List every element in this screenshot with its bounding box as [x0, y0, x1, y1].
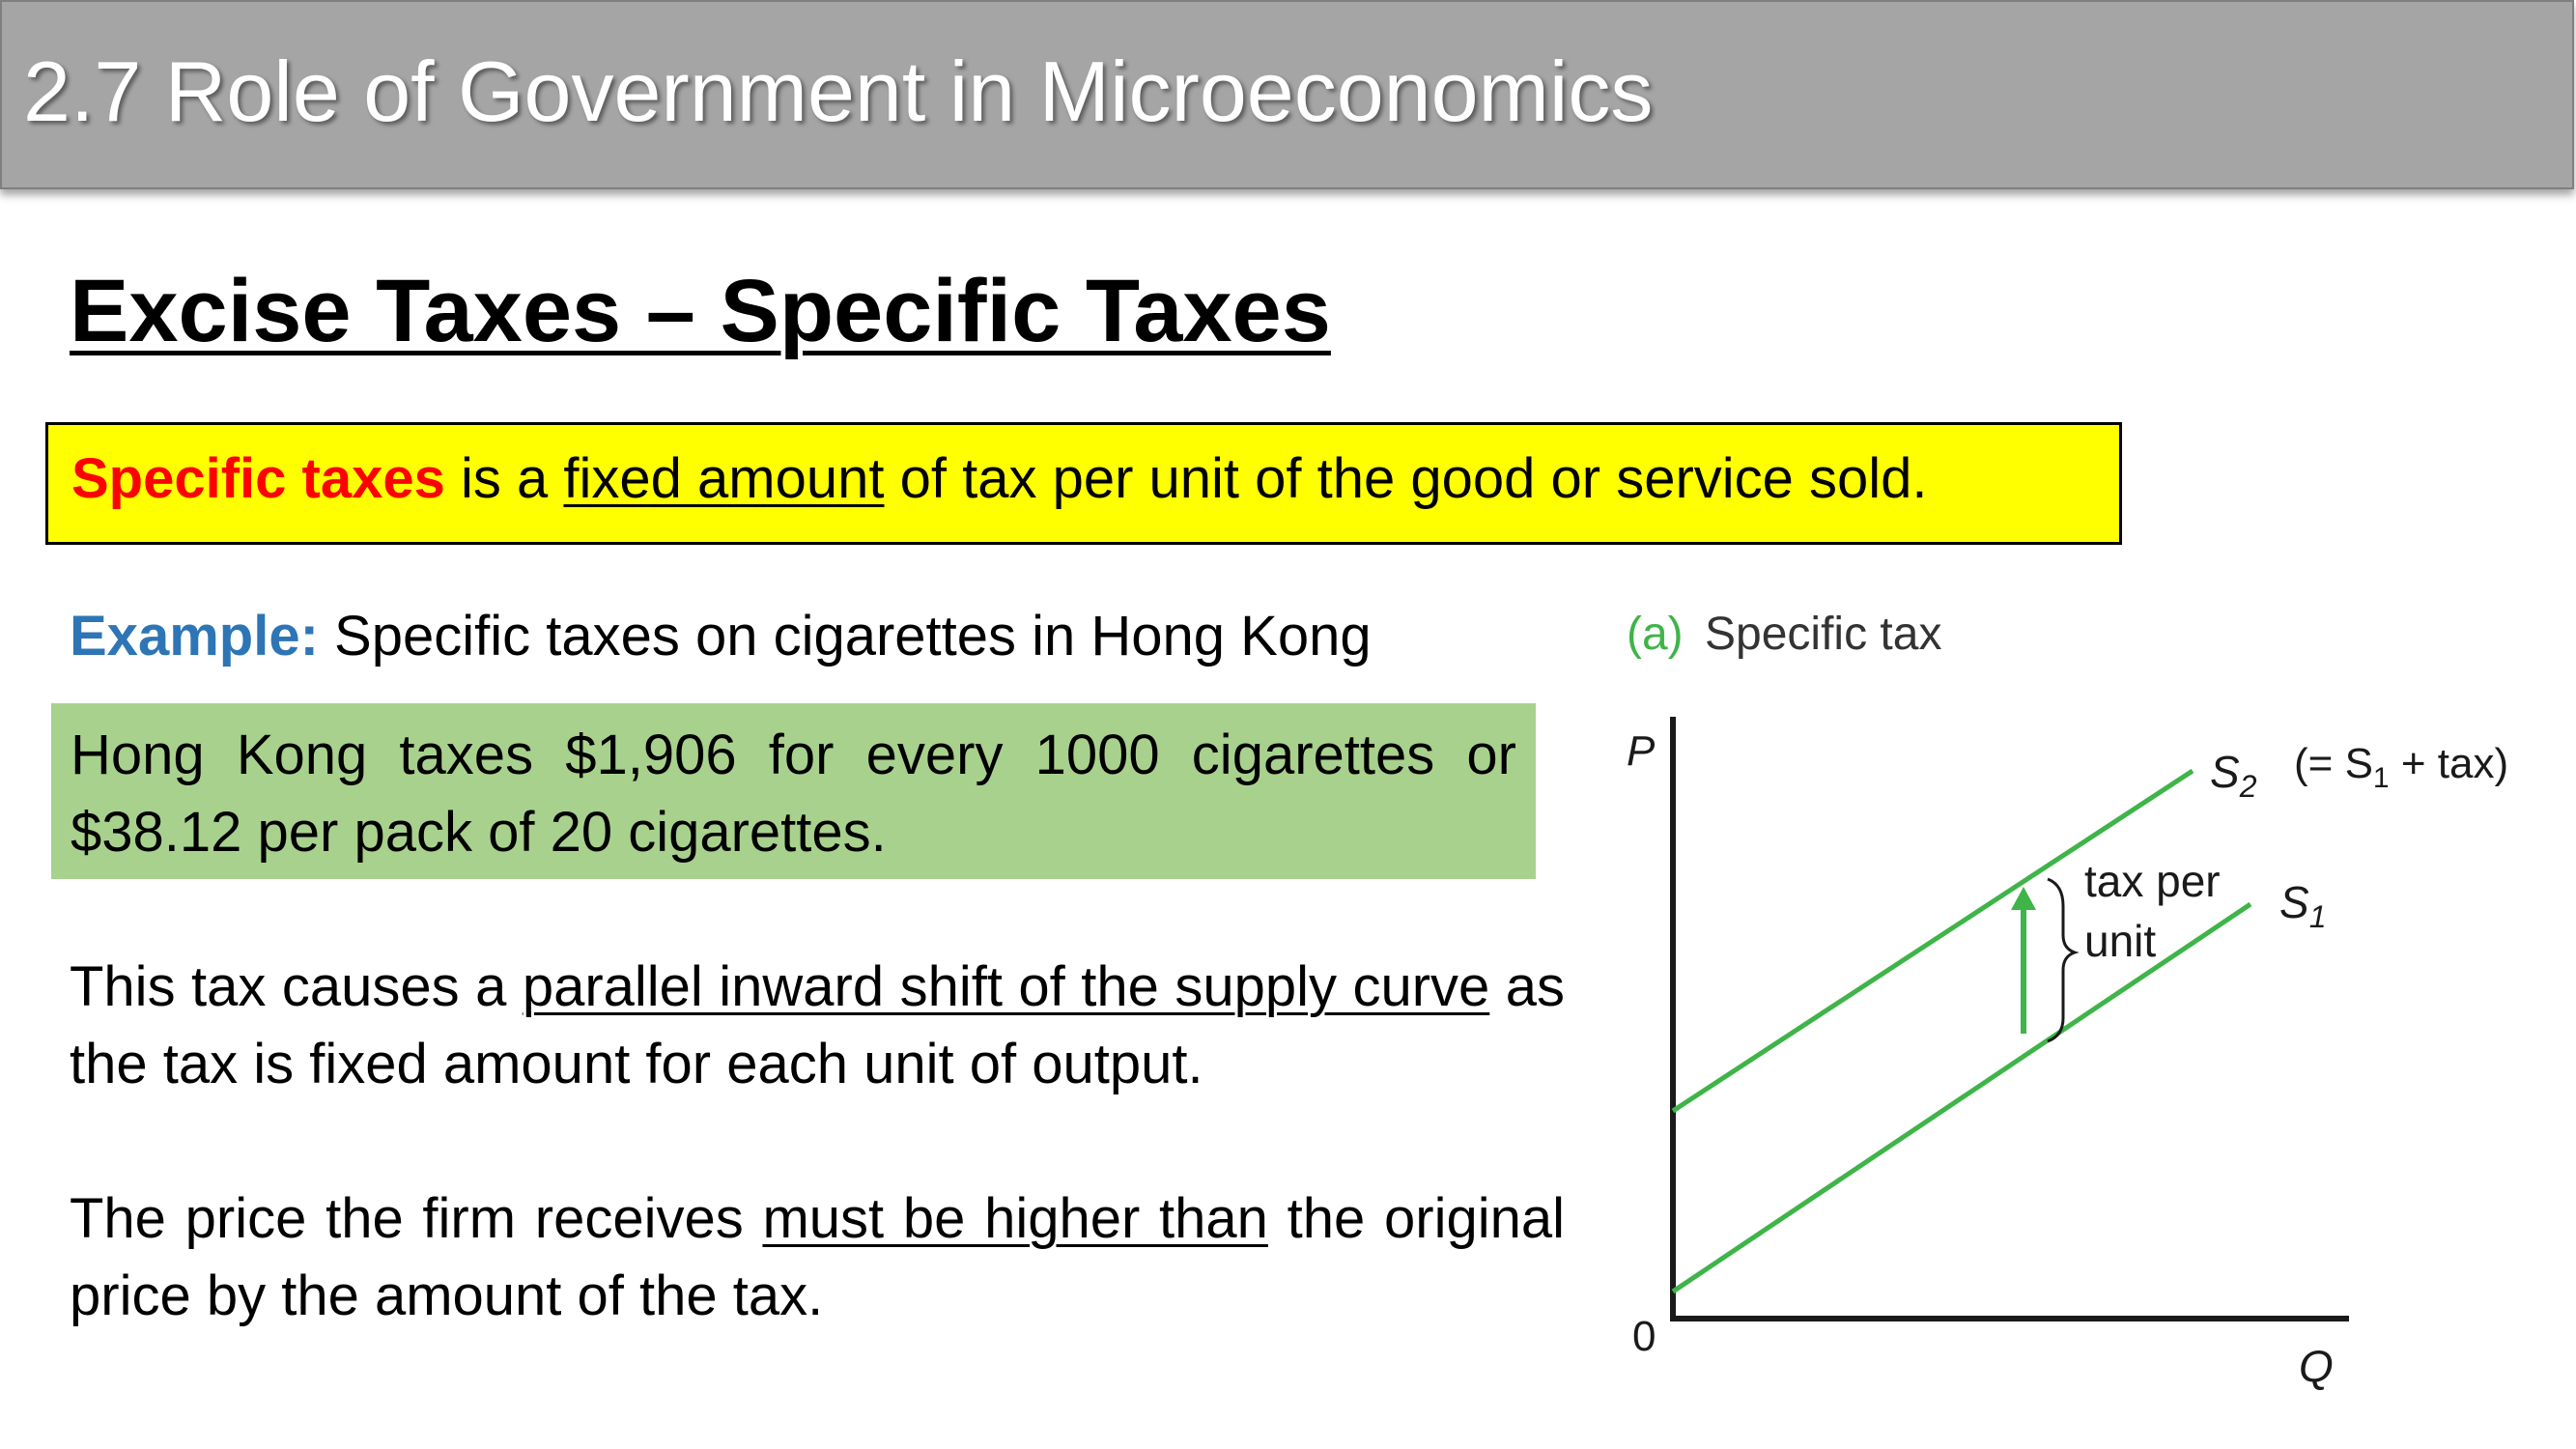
- supply-curve-s1: [1671, 901, 2252, 1294]
- definition-box: Specific taxes is a fixed amount of tax …: [45, 422, 2122, 545]
- paragraph-2-text-2: the original price by the amount of the …: [70, 1187, 1565, 1327]
- definition-underlined: fixed amount: [563, 447, 885, 510]
- example-text: Specific taxes on cigarettes in Hong Kon…: [318, 605, 1372, 668]
- definition-text: Specific taxes is a fixed amount of tax …: [71, 446, 1928, 511]
- paragraph-2-text-1: The price the firm receives: [70, 1187, 763, 1250]
- diagram-panel-title: Specific tax: [1705, 609, 1941, 660]
- example-line: Example: Specific taxes on cigarettes in…: [70, 604, 1372, 668]
- highlight-box: Hong Kong taxes $1,906 for every 1000 ci…: [51, 703, 1536, 879]
- title-bar: 2.7 Role of Government in Microeconomics: [0, 0, 2574, 189]
- s1-label: S1: [2279, 877, 2326, 934]
- definition-text-2: of tax per unit of the good or service s…: [884, 447, 1928, 510]
- origin-label: 0: [1632, 1313, 1656, 1360]
- tax-brace-icon: [2047, 877, 2080, 1043]
- slide-title: 2.7 Role of Government in Microeconomics: [23, 43, 1654, 139]
- tax-per-unit-label-line2: unit: [2084, 916, 2156, 966]
- s2-note: (= S1 + tax): [2294, 740, 2508, 794]
- paragraph-1-text-1: This tax causes a: [70, 955, 523, 1018]
- paragraph-1-underlined: parallel inward shift of the supply curv…: [522, 955, 1490, 1018]
- paragraph-firm-price: The price the firm receives must be high…: [70, 1180, 1565, 1335]
- paragraph-supply-shift: This tax causes a parallel inward shift …: [70, 949, 1565, 1103]
- tax-per-unit-label-line1: tax per: [2084, 856, 2221, 906]
- s2-label: S2: [2210, 747, 2257, 804]
- highlight-text: Hong Kong taxes $1,906 for every 1000 ci…: [71, 724, 1516, 864]
- section-heading: Excise Taxes – Specific Taxes: [70, 262, 1331, 360]
- y-axis-label: P: [1627, 727, 1656, 775]
- definition-term: Specific taxes: [71, 447, 445, 510]
- paragraph-2-underlined: must be higher than: [762, 1187, 1268, 1250]
- x-axis-label: Q: [2299, 1341, 2334, 1391]
- diagram-panel-letter: (a): [1627, 609, 1684, 660]
- specific-tax-diagram: (a) Specific tax P 0 Q S2 (= S1 + tax) S…: [1627, 609, 2508, 1391]
- tax-arrow-icon: [2011, 887, 2036, 910]
- supply-curve-s2: [1671, 768, 2194, 1114]
- paragraph-1-text-2: as the tax is fixed amount for each unit…: [70, 955, 1565, 1095]
- definition-text-1: is a: [444, 447, 564, 510]
- example-label: Example:: [70, 605, 319, 668]
